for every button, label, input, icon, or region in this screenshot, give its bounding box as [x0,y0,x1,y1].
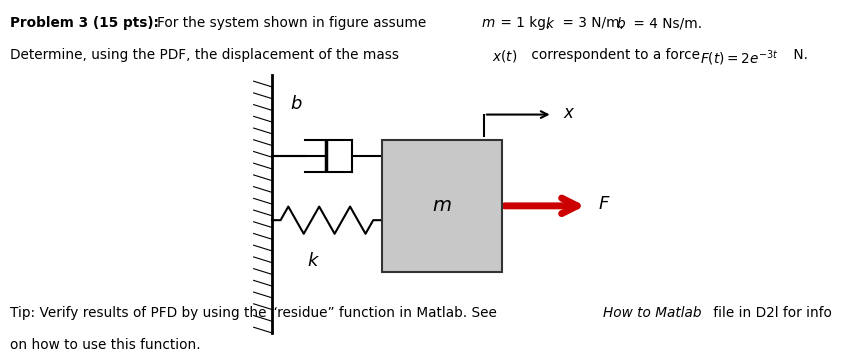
Text: on how to use this function.: on how to use this function. [10,338,201,352]
Text: $F$: $F$ [598,195,611,213]
Text: = 1 kg,: = 1 kg, [496,16,554,30]
Text: $b$: $b$ [616,16,626,31]
Text: $k$: $k$ [545,16,555,31]
Text: Determine, using the PDF, the displacement of the mass: Determine, using the PDF, the displaceme… [10,48,403,62]
Text: Tip: Verify results of PFD by using the “residue” function in Matlab. See: Tip: Verify results of PFD by using the … [10,306,502,320]
Text: file in D2l for info: file in D2l for info [709,306,831,320]
Text: Problem 3 (15 pts):: Problem 3 (15 pts): [10,16,160,30]
Text: $F(t) = 2e^{-3t}$: $F(t) = 2e^{-3t}$ [700,48,778,68]
Text: N.: N. [789,48,808,62]
Text: How to Matlab: How to Matlab [603,306,702,320]
Text: correspondent to a force: correspondent to a force [527,48,704,62]
Text: For the system shown in figure assume: For the system shown in figure assume [157,16,431,30]
Text: $m$: $m$ [481,16,496,30]
Text: $x(t)$: $x(t)$ [492,48,517,64]
Text: $x$: $x$ [563,104,575,122]
Text: $b$: $b$ [290,95,302,113]
Text: = 3 N/m,: = 3 N/m, [558,16,628,30]
Text: $m$: $m$ [432,196,451,216]
Text: = 4 Ns/m.: = 4 Ns/m. [629,16,702,30]
Text: $k$: $k$ [306,252,320,270]
Bar [382,140,502,272]
